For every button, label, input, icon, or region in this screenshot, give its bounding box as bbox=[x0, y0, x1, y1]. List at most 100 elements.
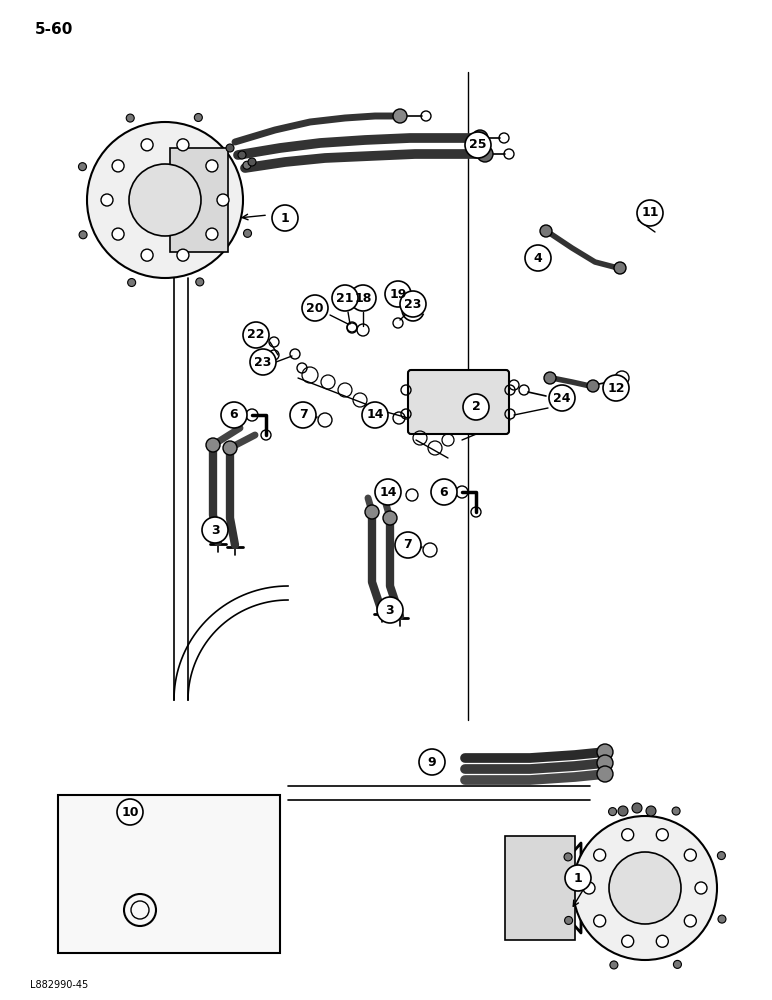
Circle shape bbox=[112, 228, 124, 240]
Circle shape bbox=[141, 139, 153, 151]
Circle shape bbox=[564, 916, 573, 924]
Circle shape bbox=[621, 935, 634, 947]
Circle shape bbox=[206, 228, 218, 240]
Circle shape bbox=[609, 852, 681, 924]
Circle shape bbox=[223, 441, 237, 455]
Circle shape bbox=[221, 402, 247, 428]
Text: 3: 3 bbox=[211, 524, 219, 536]
Circle shape bbox=[608, 808, 617, 816]
Circle shape bbox=[248, 158, 256, 166]
Circle shape bbox=[272, 205, 298, 231]
Circle shape bbox=[621, 829, 634, 841]
Circle shape bbox=[393, 109, 407, 123]
Text: 18: 18 bbox=[354, 292, 371, 304]
Circle shape bbox=[400, 291, 426, 317]
Circle shape bbox=[525, 245, 551, 271]
Text: 4: 4 bbox=[533, 251, 543, 264]
Circle shape bbox=[250, 349, 276, 375]
Circle shape bbox=[112, 160, 124, 172]
Text: 2: 2 bbox=[472, 400, 480, 414]
Circle shape bbox=[718, 915, 726, 923]
Text: 3: 3 bbox=[386, 603, 394, 616]
Text: 11: 11 bbox=[642, 207, 659, 220]
Text: 22: 22 bbox=[247, 328, 265, 342]
Circle shape bbox=[540, 225, 552, 237]
Circle shape bbox=[127, 279, 136, 287]
Circle shape bbox=[87, 122, 243, 278]
Circle shape bbox=[583, 882, 595, 894]
Text: 23: 23 bbox=[405, 298, 422, 310]
Text: 19: 19 bbox=[389, 288, 407, 300]
Circle shape bbox=[206, 160, 218, 172]
Circle shape bbox=[632, 803, 642, 813]
Circle shape bbox=[177, 249, 189, 261]
Text: 10: 10 bbox=[121, 806, 139, 818]
Circle shape bbox=[383, 511, 397, 525]
Circle shape bbox=[618, 806, 628, 816]
Circle shape bbox=[656, 935, 669, 947]
Text: 14: 14 bbox=[379, 486, 397, 498]
Circle shape bbox=[302, 295, 328, 321]
Circle shape bbox=[202, 517, 228, 543]
Circle shape bbox=[544, 372, 556, 384]
Circle shape bbox=[377, 597, 403, 623]
Text: 24: 24 bbox=[554, 391, 571, 404]
Bar bbox=[58, 795, 280, 953]
Circle shape bbox=[656, 829, 669, 841]
Circle shape bbox=[79, 163, 86, 171]
Circle shape bbox=[684, 915, 696, 927]
Circle shape bbox=[395, 532, 421, 558]
Circle shape bbox=[565, 865, 591, 891]
Circle shape bbox=[195, 113, 202, 121]
Circle shape bbox=[101, 194, 113, 206]
Circle shape bbox=[290, 402, 316, 428]
Circle shape bbox=[587, 380, 599, 392]
Text: 7: 7 bbox=[404, 538, 412, 552]
Circle shape bbox=[610, 961, 618, 969]
Circle shape bbox=[463, 394, 489, 420]
Circle shape bbox=[472, 130, 488, 146]
Circle shape bbox=[594, 849, 606, 861]
Circle shape bbox=[695, 882, 707, 894]
Circle shape bbox=[243, 161, 251, 169]
Circle shape bbox=[141, 249, 153, 261]
Circle shape bbox=[79, 231, 87, 239]
Circle shape bbox=[117, 799, 143, 825]
Bar bbox=[170, 148, 228, 252]
Circle shape bbox=[673, 960, 682, 968]
Text: 21: 21 bbox=[337, 292, 354, 304]
Circle shape bbox=[196, 278, 204, 286]
Circle shape bbox=[597, 755, 613, 771]
Circle shape bbox=[385, 281, 411, 307]
Text: 25: 25 bbox=[469, 138, 487, 151]
Circle shape bbox=[226, 144, 234, 152]
Text: 20: 20 bbox=[306, 302, 323, 314]
Circle shape bbox=[614, 262, 626, 274]
Circle shape bbox=[206, 438, 220, 452]
Text: 1: 1 bbox=[574, 871, 582, 884]
Circle shape bbox=[597, 744, 613, 760]
Circle shape bbox=[646, 806, 656, 816]
Circle shape bbox=[465, 132, 491, 158]
Circle shape bbox=[684, 849, 696, 861]
Text: L882990-45: L882990-45 bbox=[30, 980, 88, 990]
Text: 23: 23 bbox=[254, 356, 272, 368]
Text: 6: 6 bbox=[440, 486, 449, 498]
Circle shape bbox=[419, 749, 445, 775]
Circle shape bbox=[672, 807, 680, 815]
Circle shape bbox=[477, 146, 493, 162]
Circle shape bbox=[637, 200, 663, 226]
Circle shape bbox=[350, 285, 376, 311]
Circle shape bbox=[375, 479, 401, 505]
Circle shape bbox=[243, 322, 269, 348]
Text: 5-60: 5-60 bbox=[35, 22, 73, 37]
Circle shape bbox=[573, 816, 717, 960]
Circle shape bbox=[332, 285, 358, 311]
Text: 7: 7 bbox=[299, 408, 307, 422]
Circle shape bbox=[717, 852, 726, 860]
Text: 12: 12 bbox=[608, 381, 625, 394]
Circle shape bbox=[594, 915, 606, 927]
Text: 9: 9 bbox=[428, 756, 436, 768]
Text: 1: 1 bbox=[281, 212, 290, 225]
Circle shape bbox=[549, 385, 575, 411]
